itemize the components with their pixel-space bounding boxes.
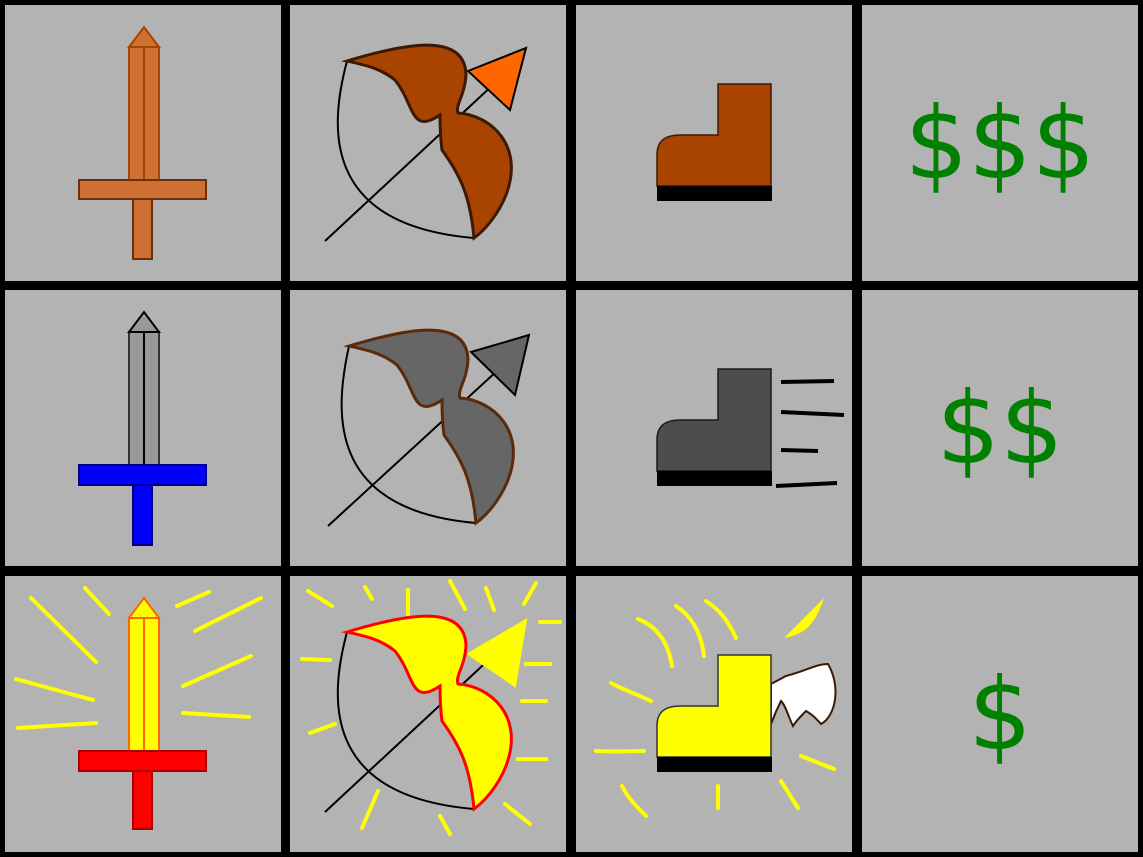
shop-item-golden-bow[interactable] <box>290 576 566 852</box>
winged-boot-icon <box>594 598 837 818</box>
shop-item-iron-sword[interactable] <box>5 290 281 566</box>
bronze-boot-icon <box>656 83 772 201</box>
price-label: $$ <box>936 369 1064 487</box>
golden-sword-icon <box>14 586 263 830</box>
shop-item-speed-boot[interactable] <box>576 290 852 566</box>
shop-item-iron-bow[interactable] <box>290 290 566 566</box>
price-cell-row-3: $ <box>862 576 1138 852</box>
bronze-sword-icon <box>78 25 207 260</box>
price-label: $ <box>968 655 1032 773</box>
price-label: $$$ <box>904 84 1096 202</box>
shop-item-bronze-bow[interactable] <box>290 5 566 281</box>
glow-rays-icon <box>594 599 836 818</box>
iron-sword-icon <box>78 310 207 546</box>
iron-bow-icon <box>327 328 531 527</box>
shop-item-bronze-boot[interactable] <box>576 5 852 281</box>
speed-boot-icon <box>656 368 845 488</box>
glow-rays-icon <box>14 586 263 730</box>
bronze-bow-icon <box>324 43 528 242</box>
price-cell-row-2: $$ <box>862 290 1138 566</box>
price-cell-row-1: $$$ <box>862 5 1138 281</box>
shop-item-bronze-sword[interactable] <box>5 5 281 281</box>
shop-item-winged-boot[interactable] <box>576 576 852 852</box>
golden-bow-icon <box>300 579 562 836</box>
glow-rays-icon <box>300 579 562 836</box>
shop-item-golden-sword[interactable] <box>5 576 281 852</box>
